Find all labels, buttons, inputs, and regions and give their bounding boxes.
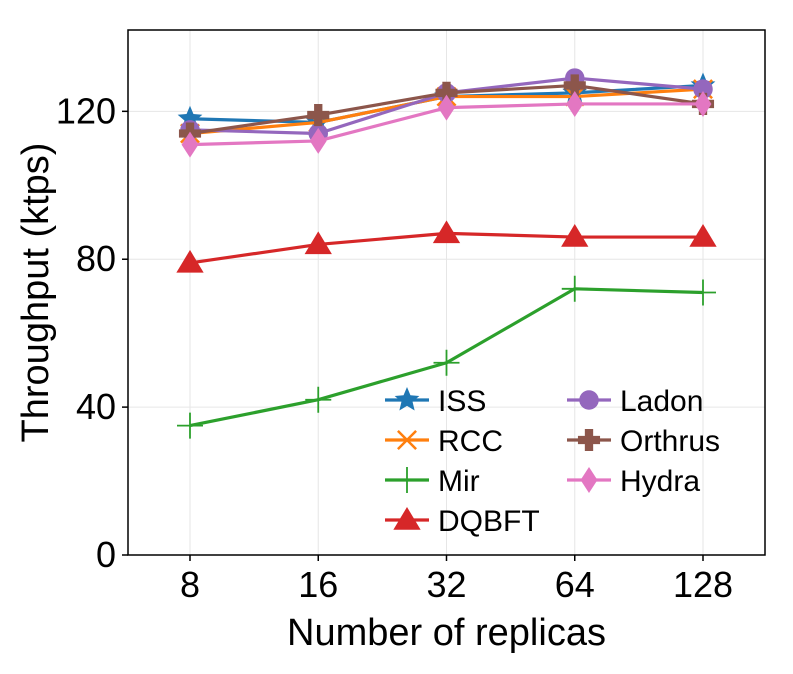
legend-label-mir: Mir [438,465,480,498]
legend-label-ladon: Ladon [620,385,703,418]
series-dqbft [176,220,717,273]
legend-marker-hydra [580,467,598,493]
x-tick-label: 64 [555,564,595,605]
legend-item-orthrus: Orthrus [567,425,720,458]
data-point-dqbft [176,249,204,273]
legend-label-iss: ISS [438,385,486,418]
y-tick-label: 0 [96,534,116,575]
y-axis-ticks: 0 40 80 120 [56,90,128,575]
series-hydra [181,90,712,158]
legend-label-dqbft: DQBFT [438,505,540,538]
x-tick-label: 128 [673,564,733,605]
legend-marker-mir [394,467,420,493]
x-axis-label: Number of replicas [287,612,606,654]
legend-item-rcc: RCC [385,425,503,458]
data-point-dqbft [432,220,461,244]
data-point-hydra [566,90,584,117]
y-tick-label: 40 [76,386,116,427]
legend-item-ladon: Ladon [567,385,703,418]
data-point-dqbft [689,224,717,247]
series-mir [177,275,716,439]
legend-item-dqbft: DQBFT [385,505,540,538]
x-axis-ticks: 8 16 32 64 128 [180,555,733,605]
data-point-dqbft [561,224,589,247]
x-tick-label: 32 [426,564,466,605]
data-point-hydra [181,131,199,158]
data-point-orthrus [435,81,458,104]
data-point-hydra [438,94,455,121]
legend-marker-ladon [579,390,599,410]
legend-marker-iss [394,387,420,411]
data-point-dqbft [304,231,332,255]
legend-item-mir: Mir [385,465,480,498]
legend-label-hydra: Hydra [620,465,700,498]
legend-item-hydra: Hydra [567,465,700,498]
series-layer [176,68,717,439]
data-point-mir [305,386,332,413]
legend-marker-rcc [397,430,417,450]
data-point-ladon [693,79,713,99]
data-point-mir [177,412,203,439]
data-point-orthrus [307,103,330,127]
data-point-mir [433,349,460,376]
data-point-mir [561,275,588,302]
x-tick-label: 8 [180,564,200,605]
y-tick-label: 80 [76,238,116,279]
data-point-mir [690,279,716,306]
data-point-hydra [309,127,327,154]
y-axis-label: Throughput (ktps) [15,143,57,443]
legend: ISS RCC Mir DQBFT Ladon Orthrus Hydra [385,385,720,538]
legend-label-orthrus: Orthrus [620,425,720,458]
data-point-hydra [694,90,712,117]
legend-item-iss: ISS [385,385,486,418]
y-tick-label: 120 [56,90,116,131]
legend-marker-dqbft [393,507,421,530]
legend-label-rcc: RCC [438,425,503,458]
legend-marker-orthrus [577,428,601,452]
x-tick-label: 16 [298,564,338,605]
data-point-orthrus [563,74,586,97]
